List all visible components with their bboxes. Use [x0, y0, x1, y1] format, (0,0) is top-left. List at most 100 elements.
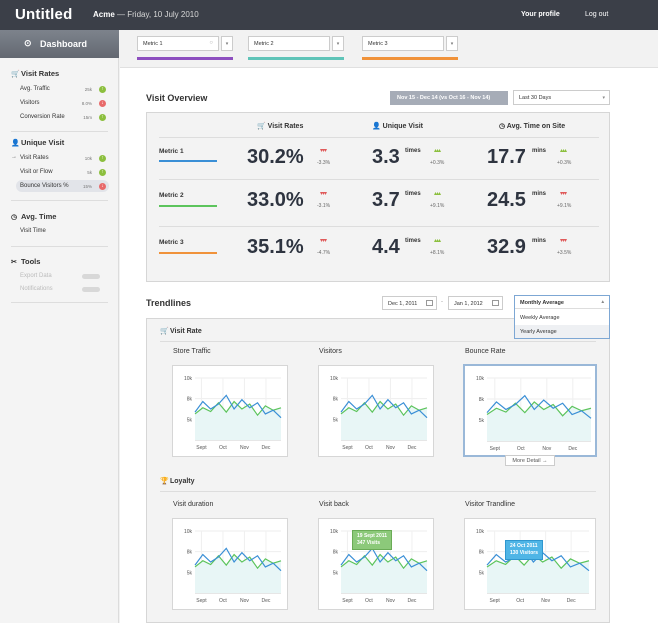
x-tick-label: Dec [407, 445, 416, 451]
settings-icon[interactable]: ○ [209, 40, 213, 46]
logout-link[interactable]: Log out [585, 11, 609, 18]
unique-visit-value: 3.7 [372, 189, 400, 211]
series-area [195, 401, 281, 440]
y-tick-label: 5k [479, 570, 485, 576]
dashboard-nav[interactable]: ⊙ Dashboard [0, 30, 119, 58]
sidebar-item-conversion-rate[interactable]: Conversion Rate [20, 114, 65, 120]
time-delta: +3.5% [557, 250, 572, 256]
current-date: — Friday, 10 July 2010 [117, 10, 199, 19]
series-line-blue [194, 547, 282, 572]
x-tick-label: Sept [490, 598, 501, 604]
x-tick-label: Oct [365, 445, 373, 451]
chart-tooltip: 24 Oct 2011 130 Visitors [505, 540, 543, 560]
x-tick-label: Nov [240, 598, 249, 604]
visit-rate-delta: -3.3% [317, 160, 331, 166]
item-label: Visit Time [20, 228, 46, 234]
visit-rate-value: 30.2% [247, 146, 304, 168]
profile-link[interactable]: Your profile [521, 11, 560, 18]
metric-selector-1[interactable]: Metric 1 ○ ▾ [137, 36, 233, 60]
metric-select[interactable]: Metric 3 [362, 36, 444, 51]
metric-selector-3[interactable]: Metric 3 ▾ [362, 36, 458, 60]
chevron-down-icon[interactable]: ▾ [221, 36, 233, 51]
time-unit: mins [532, 238, 547, 244]
trend-up-icon: ▴▴▴ [434, 238, 441, 244]
item-label: Notifications [20, 286, 53, 292]
x-tick-label: Dec [568, 446, 577, 452]
sidebar-item-notifications[interactable]: Notifications [20, 286, 53, 292]
metric-select[interactable]: Metric 1 ○ [137, 36, 219, 51]
chevron-down-icon[interactable]: ▾ [332, 36, 344, 51]
metric-color-bar [137, 57, 233, 60]
divider [159, 137, 599, 138]
overview-table: 🛒 Visit Rates 👤 Unique Visit ◷ Avg. Time… [146, 112, 610, 282]
trendlines-title: Trendlines [146, 298, 192, 308]
trend-down-icon: ↓ [99, 183, 106, 190]
tooltip-value: 347 Visits [357, 540, 380, 546]
trend-up-icon: ↑ [99, 86, 106, 93]
period-label: Last 30 Days [519, 95, 552, 101]
sidebar-item-visit-time[interactable]: Visit Time [20, 228, 46, 234]
y-tick-label: 8k [479, 397, 485, 403]
x-tick-label: Nov [386, 445, 395, 451]
item-label: Visitors [20, 100, 40, 106]
x-tick-label: Dec [407, 598, 416, 604]
time-value: 24.5 [487, 189, 526, 211]
chart-visit-back[interactable]: 10k 8k 5k Sept Oct Nov Dec [318, 518, 434, 610]
toggle-pill[interactable] [82, 287, 100, 292]
chart-visitors[interactable]: 10k 8k 5k Sept Oct Nov Dec [318, 365, 434, 457]
sidebar-item-bounce-visitors[interactable]: Bounce Visitors % [20, 183, 69, 189]
metric-select[interactable]: Metric 2 [248, 36, 330, 51]
metric-selector-2[interactable]: Metric 2 ▾ [248, 36, 344, 60]
section-visit-rates: 🛒Visit Rates [11, 69, 59, 78]
y-tick-label: 5k [187, 417, 193, 423]
chart-store-traffic[interactable]: 10k 8k 5k Sept Oct Nov Dec [172, 365, 288, 457]
chart-visitor-trendline[interactable]: 10k 8k 5k Sept Oct Nov Dec [464, 518, 596, 610]
period-select[interactable]: Last 30 Days ▾ [513, 90, 610, 105]
sidebar-item-avg-traffic[interactable]: Avg. Traffic [20, 86, 50, 92]
toggle-pill[interactable] [82, 274, 100, 279]
y-tick-label: 10k [330, 529, 339, 535]
sidebar-item-export-data[interactable]: Export Data [20, 273, 52, 279]
chart-bounce-rate[interactable]: 10k 8k 5k Sept Oct Nov Dec [463, 364, 597, 457]
x-tick-label: Oct [219, 445, 227, 451]
divider [160, 491, 596, 492]
chevron-down-icon[interactable]: ▾ [446, 36, 458, 51]
unique-delta: +0.3% [430, 160, 445, 166]
item-value: 8.0% [81, 101, 92, 106]
sidebar-item-visit-rates[interactable]: Visit Rates [20, 155, 49, 161]
chevron-up-icon: ▴ [601, 299, 604, 305]
chart-title: Visit back [319, 501, 349, 508]
loyalty-heading: 🏆Loyalty [160, 477, 195, 485]
series-line-blue [486, 394, 592, 419]
option-weekly[interactable]: Weekly Average [520, 315, 560, 321]
time-value: 17.7 [487, 146, 526, 168]
y-tick-label: 5k [333, 417, 339, 423]
x-tick-label: Nov [541, 598, 550, 604]
divider [11, 131, 108, 132]
series-area [195, 554, 281, 593]
x-tick-label: Dec [261, 445, 270, 451]
average-selected[interactable]: Monthly Average ▴ [515, 296, 609, 309]
chart-visit-duration[interactable]: 10k 8k 5k Sept Oct Nov Dec [172, 518, 288, 610]
option-yearly[interactable]: Yearly Average [515, 325, 609, 338]
x-tick-label: Sept [342, 598, 353, 604]
date-separator: - [441, 299, 443, 305]
series-line-green [486, 401, 592, 417]
section-title: Visit Rates [21, 69, 60, 78]
average-dropdown[interactable]: Monthly Average ▴ Weekly Average Yearly A… [514, 295, 610, 339]
y-tick-label: 8k [187, 397, 193, 403]
user-icon: 👤 [372, 123, 381, 130]
x-tick-label: Nov [240, 445, 249, 451]
calendar-icon[interactable] [492, 300, 499, 306]
unique-delta: +9.1% [430, 203, 445, 209]
y-tick-label: 5k [187, 570, 193, 576]
date-range-badge: Nov 15 - Dec 14 (vs Oct 16 - Nov 14) [390, 91, 508, 105]
date-to-input[interactable]: Jan 1, 2012 [448, 296, 503, 310]
trend-down-icon: ▾▾▾ [320, 191, 327, 197]
more-detail-button[interactable]: More Detail → [505, 455, 555, 466]
sidebar-item-visitors[interactable]: Visitors [20, 100, 40, 106]
item-label: Visit Rates [20, 155, 49, 161]
sidebar-item-visit-flow[interactable]: Visit or Flow [20, 169, 53, 175]
date-from-input[interactable]: Dec 1, 2011 [382, 296, 437, 310]
calendar-icon[interactable] [426, 300, 433, 306]
